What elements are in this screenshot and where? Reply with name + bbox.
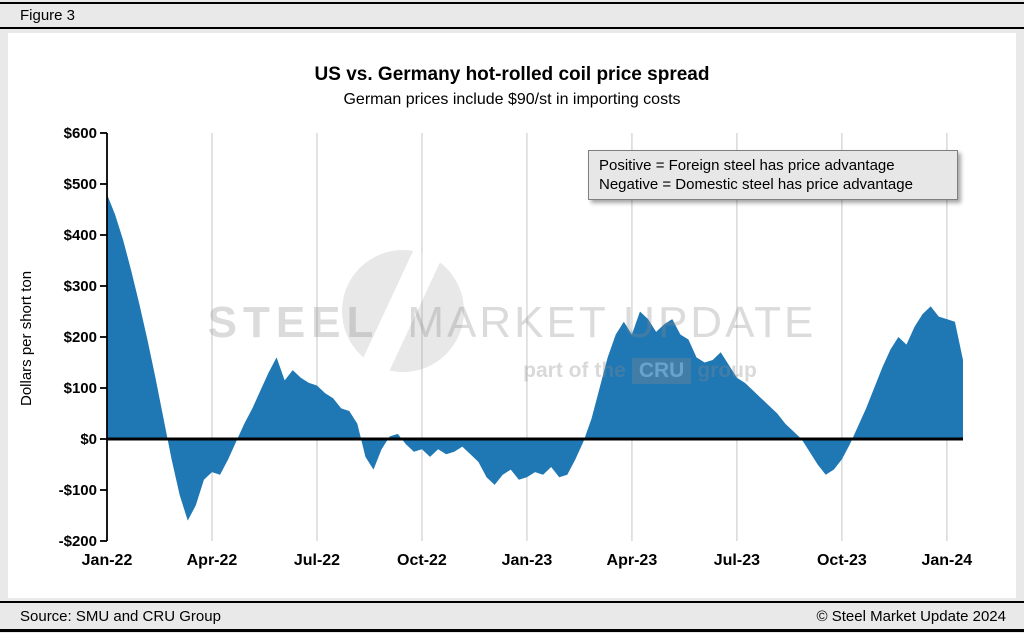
y-tick-label: -$200 (59, 533, 97, 550)
figure-rule (0, 27, 1024, 29)
figure-label: Figure 3 (20, 7, 76, 24)
top-edge-line (0, 2, 1024, 4)
x-tick-label: Jan-23 (502, 552, 553, 569)
y-tick-label: $600 (64, 125, 97, 142)
y-tick-label: $0 (80, 431, 97, 448)
y-tick-label: -$100 (59, 482, 97, 499)
x-tick-label: Apr-23 (607, 552, 658, 569)
chart-title: US vs. Germany hot-rolled coil price spr… (314, 64, 710, 85)
x-tick-label: Oct-23 (817, 552, 867, 569)
copyright-text: © Steel Market Update 2024 (816, 608, 1007, 625)
y-axis-title: Dollars per short ton (18, 270, 35, 406)
y-tick-label: $100 (64, 380, 97, 397)
y-tick-label: $300 (64, 278, 97, 295)
annotation-line-negative: Negative = Domestic steel has price adva… (599, 176, 913, 193)
chart-subtitle: German prices include $90/st in importin… (343, 91, 681, 108)
source-text: Source: SMU and CRU Group (20, 608, 221, 625)
bottom-rule (0, 601, 1024, 603)
y-tick-label: $200 (64, 329, 97, 346)
y-tick-label: $400 (64, 227, 97, 244)
area-series (107, 194, 963, 521)
x-tick-label: Jul-23 (714, 552, 760, 569)
x-tick-label: Oct-22 (397, 552, 447, 569)
x-tick-label: Jan-22 (82, 552, 133, 569)
chart-panel (8, 33, 1016, 598)
y-tick-label: $500 (64, 176, 97, 193)
legend-annotation-box: Positive = Foreign steel has price advan… (588, 150, 958, 200)
x-tick-label: Jul-22 (294, 552, 340, 569)
bottom-edge-line (0, 629, 1024, 632)
x-tick-label: Apr-22 (187, 552, 238, 569)
annotation-line-positive: Positive = Foreign steel has price advan… (599, 157, 895, 174)
x-tick-label: Jan-24 (921, 552, 972, 569)
